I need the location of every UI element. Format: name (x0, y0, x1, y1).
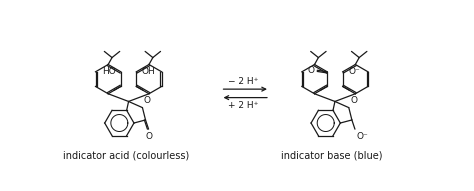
Text: + 2 H⁺: + 2 H⁺ (228, 101, 258, 110)
Text: indicator acid (colourless): indicator acid (colourless) (63, 151, 189, 161)
Text: O⁻: O⁻ (348, 67, 360, 76)
Text: O: O (350, 96, 357, 105)
Text: HO: HO (102, 67, 116, 76)
Text: O⁻: O⁻ (356, 132, 368, 141)
Text: indicator base (blue): indicator base (blue) (282, 151, 383, 161)
Text: O: O (307, 66, 314, 75)
Text: O: O (144, 96, 151, 105)
Text: − 2 H⁺: − 2 H⁺ (228, 77, 258, 86)
Text: OH: OH (142, 67, 155, 76)
Text: O: O (145, 132, 152, 141)
